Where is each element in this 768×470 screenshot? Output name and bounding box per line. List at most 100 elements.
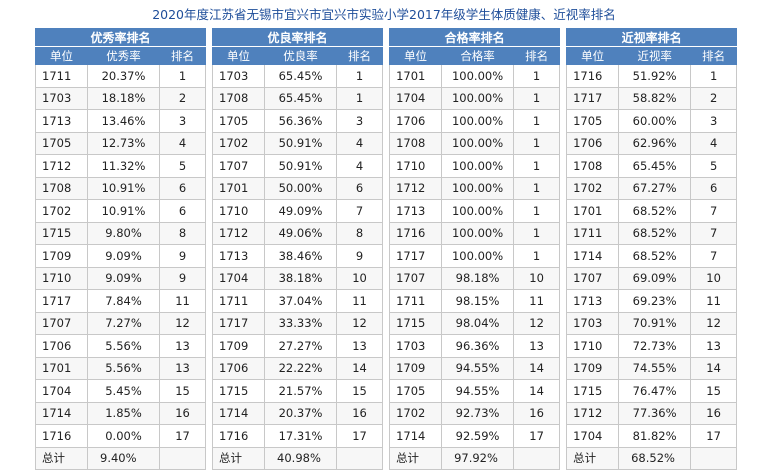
unit-cell: 1717 <box>36 290 88 313</box>
rank-cell: 14 <box>337 357 383 380</box>
ranking-table: 近视率排名 单位 近视率 排名 1716 51.92% 1 1717 58.82% 2 1705 60… <box>566 28 737 470</box>
rank-cell: 7 <box>691 200 737 223</box>
rank-cell: 6 <box>337 177 383 200</box>
rank-cell: 1 <box>337 87 383 110</box>
rank-cell: 11 <box>160 290 206 313</box>
unit-cell: 1716 <box>36 425 88 448</box>
rank-cell: 14 <box>514 357 560 380</box>
rate-cell: 51.92% <box>619 65 691 88</box>
rate-cell: 62.96% <box>619 132 691 155</box>
column-header-rank: 排名 <box>514 47 560 65</box>
rank-cell: 1 <box>691 65 737 88</box>
unit-cell: 1716 <box>213 425 265 448</box>
rank-cell: 11 <box>514 290 560 313</box>
rank-cell: 1 <box>514 65 560 88</box>
ranking-table: 合格率排名 单位 合格率 排名 1701 100.00% 1 1704 100.00% 1 1706… <box>389 28 560 470</box>
unit-cell: 1708 <box>390 132 442 155</box>
rate-cell: 100.00% <box>442 87 514 110</box>
table-row: 1708 10.91% 6 <box>36 177 206 200</box>
table-row: 1701 100.00% 1 <box>390 65 560 88</box>
table-row: 1715 9.80% 8 <box>36 222 206 245</box>
unit-cell: 1712 <box>390 177 442 200</box>
unit-cell: 1707 <box>567 267 619 290</box>
unit-cell: 1704 <box>390 87 442 110</box>
table-row: 1713 13.46% 3 <box>36 110 206 133</box>
rate-cell: 5.56% <box>88 335 160 358</box>
unit-cell: 1715 <box>567 380 619 403</box>
unit-cell: 1709 <box>567 357 619 380</box>
total-value: 40.98% <box>265 447 337 470</box>
rate-cell: 20.37% <box>265 402 337 425</box>
table-row: 1707 69.09% 10 <box>567 267 737 290</box>
unit-cell: 1706 <box>567 132 619 155</box>
unit-cell: 1716 <box>567 65 619 88</box>
ranking-table: 优秀率排名 单位 优秀率 排名 1711 20.37% 1 1703 18.18% 2 1713 13… <box>35 28 206 470</box>
rank-cell: 15 <box>691 380 737 403</box>
table-row: 1715 98.04% 12 <box>390 312 560 335</box>
total-rank-cell <box>514 447 560 470</box>
table-row: 1706 62.96% 4 <box>567 132 737 155</box>
rank-cell: 13 <box>337 335 383 358</box>
unit-cell: 1714 <box>567 245 619 268</box>
rank-cell: 13 <box>160 335 206 358</box>
rank-cell: 9 <box>160 267 206 290</box>
unit-cell: 1702 <box>36 200 88 223</box>
rate-cell: 76.47% <box>619 380 691 403</box>
unit-cell: 1705 <box>567 110 619 133</box>
column-header-unit: 单位 <box>390 47 442 65</box>
total-rank-cell <box>160 447 206 470</box>
unit-cell: 1703 <box>213 65 265 88</box>
rate-cell: 9.09% <box>88 267 160 290</box>
total-label: 总计 <box>567 447 619 470</box>
rate-cell: 81.82% <box>619 425 691 448</box>
total-rank-cell <box>691 447 737 470</box>
table-row: 1713 38.46% 9 <box>213 245 383 268</box>
unit-cell: 1702 <box>213 132 265 155</box>
rank-cell: 1 <box>514 110 560 133</box>
rank-cell: 16 <box>514 402 560 425</box>
table-row: 1706 100.00% 1 <box>390 110 560 133</box>
rank-cell: 15 <box>160 380 206 403</box>
rate-cell: 100.00% <box>442 110 514 133</box>
unit-cell: 1709 <box>390 357 442 380</box>
table-row: 1711 37.04% 11 <box>213 290 383 313</box>
table-row: 1717 58.82% 2 <box>567 87 737 110</box>
table-row: 1710 100.00% 1 <box>390 155 560 178</box>
rank-cell: 9 <box>160 245 206 268</box>
rank-cell: 12 <box>691 312 737 335</box>
unit-cell: 1712 <box>567 402 619 425</box>
rank-cell: 11 <box>337 290 383 313</box>
unit-cell: 1711 <box>36 65 88 88</box>
table-row: 1709 27.27% 13 <box>213 335 383 358</box>
rank-cell: 11 <box>691 290 737 313</box>
unit-cell: 1714 <box>390 425 442 448</box>
rate-cell: 67.27% <box>619 177 691 200</box>
rank-cell: 4 <box>160 132 206 155</box>
unit-cell: 1712 <box>36 155 88 178</box>
table-row: 1703 96.36% 13 <box>390 335 560 358</box>
table-row: 1713 100.00% 1 <box>390 200 560 223</box>
rate-cell: 56.36% <box>265 110 337 133</box>
unit-cell: 1716 <box>390 222 442 245</box>
table-row: 1716 100.00% 1 <box>390 222 560 245</box>
rate-cell: 77.36% <box>619 402 691 425</box>
rank-cell: 1 <box>514 155 560 178</box>
unit-cell: 1710 <box>213 200 265 223</box>
table-row: 1701 68.52% 7 <box>567 200 737 223</box>
rank-cell: 6 <box>160 200 206 223</box>
rank-cell: 17 <box>514 425 560 448</box>
table-row: 1717 33.33% 12 <box>213 312 383 335</box>
total-row: 总计 9.40% <box>36 447 206 470</box>
rank-cell: 16 <box>691 402 737 425</box>
rate-cell: 94.55% <box>442 380 514 403</box>
rank-cell: 16 <box>337 402 383 425</box>
rate-cell: 49.09% <box>265 200 337 223</box>
rate-cell: 9.09% <box>88 245 160 268</box>
table-row: 1702 10.91% 6 <box>36 200 206 223</box>
unit-cell: 1712 <box>213 222 265 245</box>
total-row: 总计 68.52% <box>567 447 737 470</box>
table-row: 1715 21.57% 15 <box>213 380 383 403</box>
rank-cell: 3 <box>337 110 383 133</box>
table-row: 1708 100.00% 1 <box>390 132 560 155</box>
table-row: 1703 65.45% 1 <box>213 65 383 88</box>
